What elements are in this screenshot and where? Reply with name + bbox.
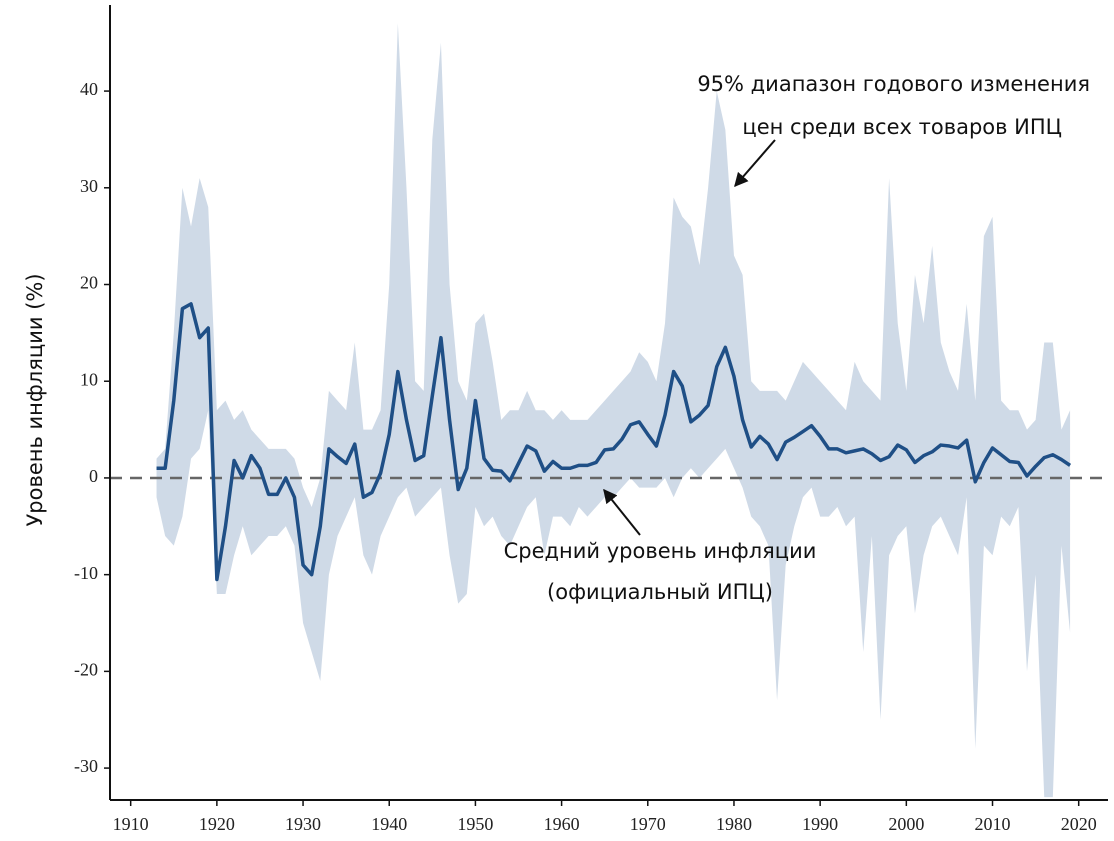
x-tick-label: 2020 — [1061, 814, 1097, 834]
y-tick-label: 0 — [89, 466, 98, 486]
mean-line — [156, 302, 1072, 582]
x-tick-label: 1950 — [457, 814, 493, 834]
x-tick-label: 1920 — [199, 814, 235, 834]
x-tick-label: 1910 — [113, 814, 149, 834]
y-tick-label: -20 — [74, 659, 98, 679]
annotation: цен среди всех товаров ИПЦ — [742, 115, 1062, 139]
annotation: (официальный ИПЦ) — [547, 580, 773, 604]
annotation-arrow — [734, 139, 776, 188]
range-band — [156, 23, 1071, 798]
y-tick-label: 10 — [80, 369, 98, 389]
x-tick-label: 2010 — [975, 814, 1011, 834]
x-tick-label: 2000 — [888, 814, 924, 834]
annotation-arrow — [603, 488, 641, 536]
annotation: 95% диапазон годового изменения — [697, 72, 1090, 96]
y-tick-label: 30 — [80, 176, 98, 196]
x-tick-label: 1930 — [285, 814, 321, 834]
x-tick-label: 1990 — [802, 814, 838, 834]
y-tick-label: 20 — [80, 273, 98, 293]
y-axis-label: Уровень инфляции (%) — [23, 273, 47, 526]
annotation: Средний уровень инфляции — [504, 539, 817, 563]
y-tick-label: 40 — [80, 79, 98, 99]
x-tick-label: 1980 — [716, 814, 752, 834]
x-tick-label: 1940 — [371, 814, 407, 834]
y-tick-label: -10 — [74, 563, 98, 583]
x-tick-label: 1970 — [630, 814, 666, 834]
x-tick-label: 1960 — [544, 814, 580, 834]
y-tick-label: -30 — [74, 756, 98, 776]
